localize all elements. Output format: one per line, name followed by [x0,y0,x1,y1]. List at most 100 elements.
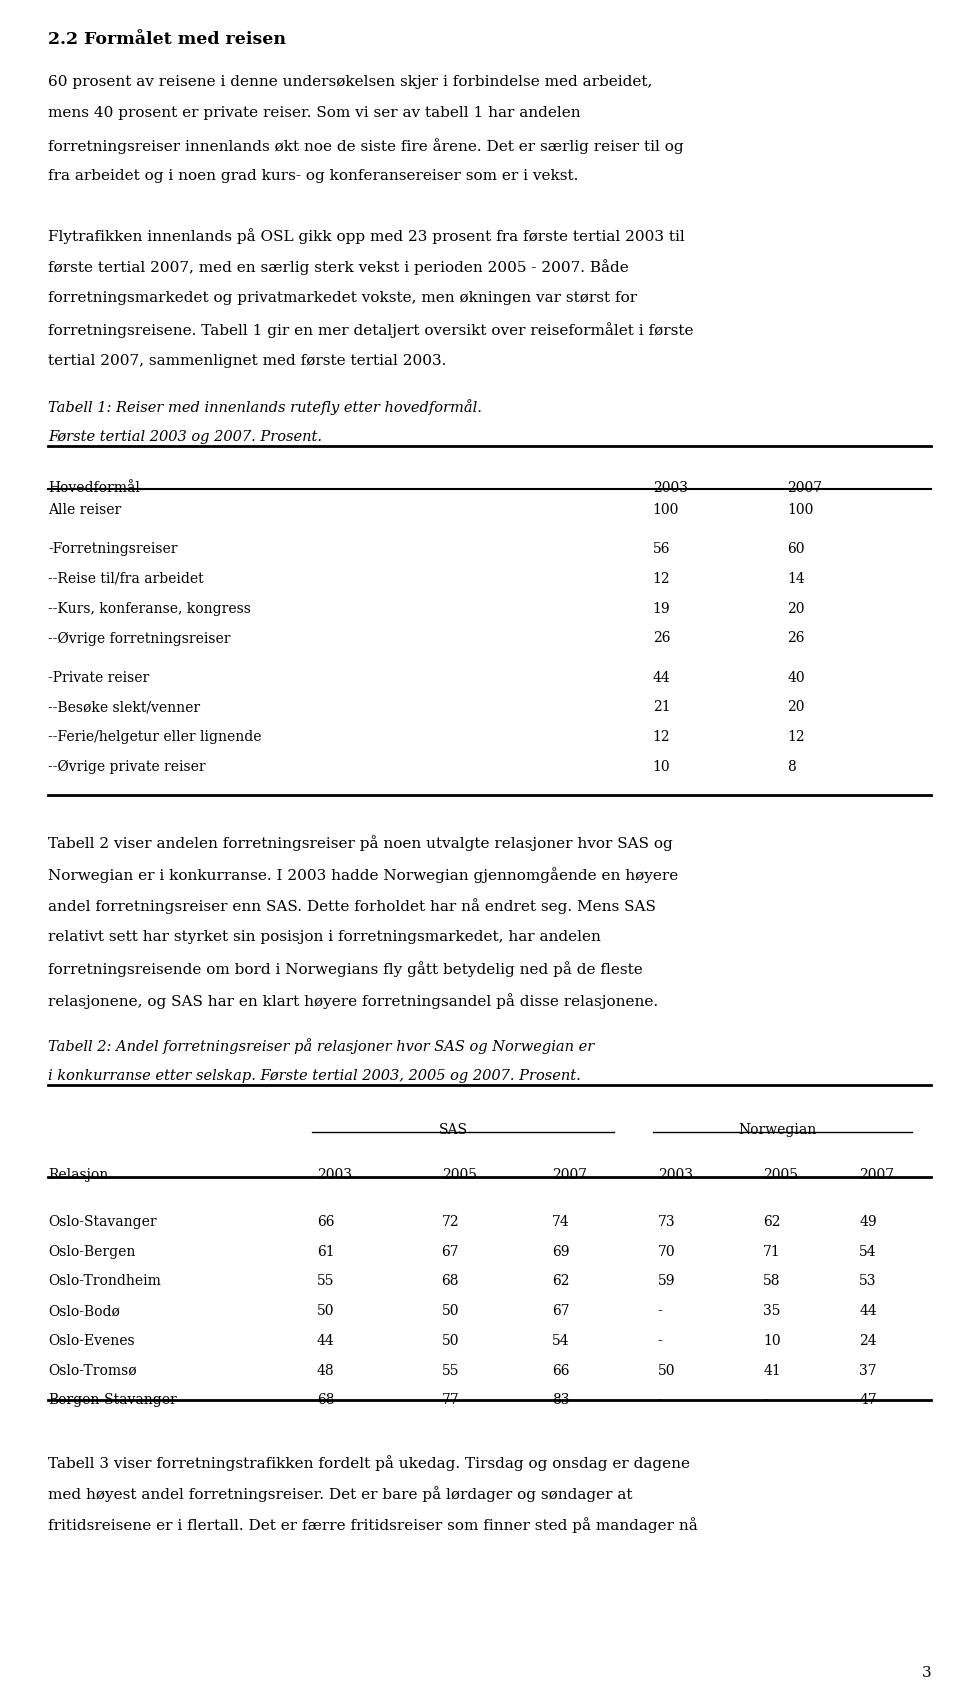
Text: 53: 53 [859,1275,876,1289]
Text: 44: 44 [859,1304,876,1318]
Text: 61: 61 [317,1244,334,1258]
Text: 12: 12 [653,729,670,745]
Text: Bergen-Stavanger: Bergen-Stavanger [48,1394,177,1408]
Text: 58: 58 [763,1275,780,1289]
Text: forretningsreiser innenlands økt noe de siste fire årene. Det er særlig reiser t: forretningsreiser innenlands økt noe de … [48,138,684,153]
Text: relativt sett har styrket sin posisjon i forretningsmarkedet, har andelen: relativt sett har styrket sin posisjon i… [48,930,601,944]
Text: --Kurs, konferanse, kongress: --Kurs, konferanse, kongress [48,602,251,615]
Text: 2003: 2003 [317,1168,351,1182]
Text: --Øvrige private reiser: --Øvrige private reiser [48,760,205,774]
Text: 49: 49 [859,1216,876,1229]
Text: 56: 56 [653,542,670,556]
Text: første tertial 2007, med en særlig sterk vekst i perioden 2005 - 2007. Både: første tertial 2007, med en særlig sterk… [48,258,629,275]
Text: 2007: 2007 [859,1168,895,1182]
Text: 14: 14 [787,571,804,586]
Text: 55: 55 [317,1275,334,1289]
Text: 73: 73 [658,1216,675,1229]
Text: med høyest andel forretningsreiser. Det er bare på lørdager og søndager at: med høyest andel forretningsreiser. Det … [48,1486,633,1503]
Text: 19: 19 [653,602,670,615]
Text: Tabell 2 viser andelen forretningsreiser på noen utvalgte relasjoner hvor SAS og: Tabell 2 viser andelen forretningsreiser… [48,835,673,852]
Text: i konkurranse etter selskap. Første tertial 2003, 2005 og 2007. Prosent.: i konkurranse etter selskap. Første tert… [48,1069,581,1083]
Text: 2003: 2003 [658,1168,692,1182]
Text: tertial 2007, sammenlignet med første tertial 2003.: tertial 2007, sammenlignet med første te… [48,354,446,367]
Text: 12: 12 [653,571,670,586]
Text: 21: 21 [653,700,670,714]
Text: 60: 60 [787,542,804,556]
Text: 48: 48 [317,1363,334,1377]
Text: 55: 55 [442,1363,459,1377]
Text: fritidsreisene er i flertall. Det er færre fritidsreiser som finner sted på mand: fritidsreisene er i flertall. Det er fær… [48,1518,698,1533]
Text: SAS: SAS [439,1124,468,1137]
Text: 83: 83 [552,1394,569,1408]
Text: 77: 77 [442,1394,459,1408]
Text: 67: 67 [552,1304,569,1318]
Text: 20: 20 [787,602,804,615]
Text: mens 40 prosent er private reiser. Som vi ser av tabell 1 har andelen: mens 40 prosent er private reiser. Som v… [48,107,581,121]
Text: Tabell 3 viser forretningstrafikken fordelt på ukedag. Tirsdag og onsdag er dage: Tabell 3 viser forretningstrafikken ford… [48,1455,690,1470]
Text: 60 prosent av reisene i denne undersøkelsen skjer i forbindelse med arbeidet,: 60 prosent av reisene i denne undersøkel… [48,75,653,88]
Text: forretningsreisende om bord i Norwegians fly gått betydelig ned på de fleste: forretningsreisende om bord i Norwegians… [48,960,643,977]
Text: Oslo-Bodø: Oslo-Bodø [48,1304,120,1318]
Text: 44: 44 [317,1334,334,1348]
Text: 2.2 Formålet med reisen: 2.2 Formålet med reisen [48,31,286,48]
Text: 2003: 2003 [653,481,687,495]
Text: 69: 69 [552,1244,569,1258]
Text: relasjonene, og SAS har en klart høyere forretningsandel på disse relasjonene.: relasjonene, og SAS har en klart høyere … [48,993,659,1008]
Text: Første tertial 2003 og 2007. Prosent.: Første tertial 2003 og 2007. Prosent. [48,430,322,444]
Text: 41: 41 [763,1363,780,1377]
Text: --Ferie/helgetur eller lignende: --Ferie/helgetur eller lignende [48,729,261,745]
Text: 50: 50 [442,1304,459,1318]
Text: 50: 50 [658,1363,675,1377]
Text: -: - [658,1304,662,1318]
Text: Norwegian: Norwegian [738,1124,817,1137]
Text: 2007: 2007 [787,481,823,495]
Text: 54: 54 [552,1334,569,1348]
Text: Tabell 2: Andel forretningsreiser på relasjoner hvor SAS og Norwegian er: Tabell 2: Andel forretningsreiser på rel… [48,1037,594,1054]
Text: --Reise til/fra arbeidet: --Reise til/fra arbeidet [48,571,204,586]
Text: 50: 50 [317,1304,334,1318]
Text: 74: 74 [552,1216,569,1229]
Text: Relasjon: Relasjon [48,1168,108,1182]
Text: -: - [763,1394,768,1408]
Text: fra arbeidet og i noen grad kurs- og konferansereiser som er i vekst.: fra arbeidet og i noen grad kurs- og kon… [48,170,578,184]
Text: 44: 44 [653,670,670,685]
Text: 40: 40 [787,670,804,685]
Text: 100: 100 [653,503,679,517]
Text: 59: 59 [658,1275,675,1289]
Text: 20: 20 [787,700,804,714]
Text: forretningsmarkedet og privatmarkedet vokste, men økningen var størst for: forretningsmarkedet og privatmarkedet vo… [48,291,637,304]
Text: Oslo-Evenes: Oslo-Evenes [48,1334,134,1348]
Text: andel forretningsreiser enn SAS. Dette forholdet har nå endret seg. Mens SAS: andel forretningsreiser enn SAS. Dette f… [48,898,656,915]
Text: -: - [658,1394,662,1408]
Text: Tabell 1: Reiser med innenlands rutefly etter hovedformål.: Tabell 1: Reiser med innenlands rutefly … [48,398,482,415]
Text: 72: 72 [442,1216,459,1229]
Text: 67: 67 [442,1244,459,1258]
Text: 100: 100 [787,503,813,517]
Text: 12: 12 [787,729,804,745]
Text: 2005: 2005 [442,1168,476,1182]
Text: 35: 35 [763,1304,780,1318]
Text: Oslo-Trondheim: Oslo-Trondheim [48,1275,161,1289]
Text: 71: 71 [763,1244,780,1258]
Text: 70: 70 [658,1244,675,1258]
Text: --Øvrige forretningsreiser: --Øvrige forretningsreiser [48,631,230,646]
Text: Alle reiser: Alle reiser [48,503,121,517]
Text: 68: 68 [317,1394,334,1408]
Text: Oslo-Tromsø: Oslo-Tromsø [48,1363,136,1377]
Text: 24: 24 [859,1334,876,1348]
Text: Norwegian er i konkurranse. I 2003 hadde Norwegian gjennomgående en høyere: Norwegian er i konkurranse. I 2003 hadde… [48,867,679,882]
Text: -Private reiser: -Private reiser [48,670,149,685]
Text: 8: 8 [787,760,796,774]
Text: 2007: 2007 [552,1168,588,1182]
Text: --Besøke slekt/venner: --Besøke slekt/venner [48,700,200,714]
Text: 50: 50 [442,1334,459,1348]
Text: 47: 47 [859,1394,876,1408]
Text: 62: 62 [552,1275,569,1289]
Text: -Forretningsreiser: -Forretningsreiser [48,542,178,556]
Text: 54: 54 [859,1244,876,1258]
Text: 2005: 2005 [763,1168,798,1182]
Text: 3: 3 [922,1666,931,1680]
Text: forretningsreisene. Tabell 1 gir en mer detaljert oversikt over reiseformålet i : forretningsreisene. Tabell 1 gir en mer … [48,321,693,338]
Text: 62: 62 [763,1216,780,1229]
Text: Oslo-Bergen: Oslo-Bergen [48,1244,135,1258]
